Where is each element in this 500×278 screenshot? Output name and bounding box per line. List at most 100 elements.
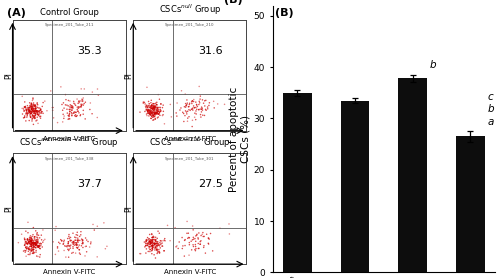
Point — [31, 113, 39, 118]
Point — [36, 255, 44, 259]
Point — [196, 242, 204, 247]
Point — [160, 238, 168, 242]
Point — [34, 238, 42, 242]
Point — [54, 246, 62, 250]
Point — [150, 104, 158, 108]
Point — [34, 110, 42, 115]
Point — [69, 231, 77, 235]
Point — [48, 105, 56, 110]
Point — [148, 106, 156, 110]
Point — [32, 107, 40, 111]
Point — [151, 239, 159, 243]
Point — [152, 247, 160, 252]
Point — [150, 111, 158, 116]
Point — [74, 236, 82, 240]
Point — [136, 110, 144, 114]
Point — [60, 101, 68, 105]
Point — [28, 116, 36, 121]
Point — [146, 241, 154, 245]
Point — [206, 231, 214, 236]
Point — [26, 111, 34, 116]
Point — [66, 244, 74, 248]
Point — [27, 236, 35, 240]
Point — [34, 244, 42, 248]
Point — [152, 239, 160, 244]
Point — [32, 243, 40, 247]
Point — [62, 244, 70, 249]
Point — [65, 244, 73, 248]
Point — [30, 116, 38, 120]
Point — [149, 105, 157, 109]
Point — [174, 246, 182, 251]
Point — [151, 238, 159, 242]
Text: (B): (B) — [276, 8, 294, 18]
Point — [154, 109, 162, 114]
Point — [32, 103, 40, 107]
Point — [140, 100, 147, 104]
Point — [185, 235, 193, 240]
Point — [30, 242, 38, 246]
Point — [152, 112, 160, 116]
Point — [29, 251, 37, 255]
Point — [26, 241, 34, 245]
Point — [30, 122, 38, 126]
Point — [72, 240, 80, 245]
Point — [182, 103, 190, 108]
Point — [27, 103, 35, 107]
Point — [195, 246, 203, 251]
Point — [26, 112, 34, 116]
Point — [189, 108, 197, 112]
Point — [25, 238, 33, 242]
Point — [34, 239, 42, 244]
Point — [22, 245, 30, 250]
Point — [26, 239, 34, 244]
Point — [150, 111, 158, 116]
Point — [150, 106, 158, 111]
Point — [32, 246, 40, 250]
Point — [195, 99, 203, 103]
Point — [26, 110, 34, 115]
Point — [186, 102, 194, 107]
Point — [148, 238, 156, 242]
Point — [188, 224, 196, 228]
Point — [36, 112, 44, 116]
Point — [37, 107, 45, 111]
Point — [152, 242, 160, 246]
Point — [58, 239, 66, 243]
Point — [144, 241, 152, 245]
Point — [185, 108, 193, 112]
Point — [143, 113, 151, 118]
Point — [144, 110, 152, 114]
Point — [204, 236, 212, 240]
Point — [150, 105, 158, 109]
Text: PI: PI — [124, 72, 134, 79]
Point — [146, 107, 154, 111]
Point — [49, 105, 57, 110]
Point — [24, 242, 32, 247]
Point — [200, 244, 208, 248]
Point — [146, 240, 154, 244]
Point — [22, 108, 30, 113]
Point — [77, 102, 85, 106]
Point — [75, 105, 83, 110]
Point — [24, 246, 32, 250]
Point — [26, 101, 34, 105]
Point — [154, 92, 162, 97]
Point — [20, 243, 28, 247]
Point — [200, 113, 208, 118]
Point — [147, 116, 155, 121]
Point — [74, 105, 82, 109]
Point — [154, 247, 162, 252]
Point — [56, 241, 64, 246]
Point — [28, 107, 36, 112]
Point — [147, 105, 155, 109]
Point — [150, 104, 158, 108]
Point — [58, 108, 66, 113]
Point — [34, 243, 42, 248]
Point — [23, 244, 31, 249]
Point — [184, 109, 192, 113]
Point — [192, 246, 200, 251]
Point — [32, 106, 40, 111]
Point — [28, 240, 36, 244]
Point — [26, 237, 34, 242]
